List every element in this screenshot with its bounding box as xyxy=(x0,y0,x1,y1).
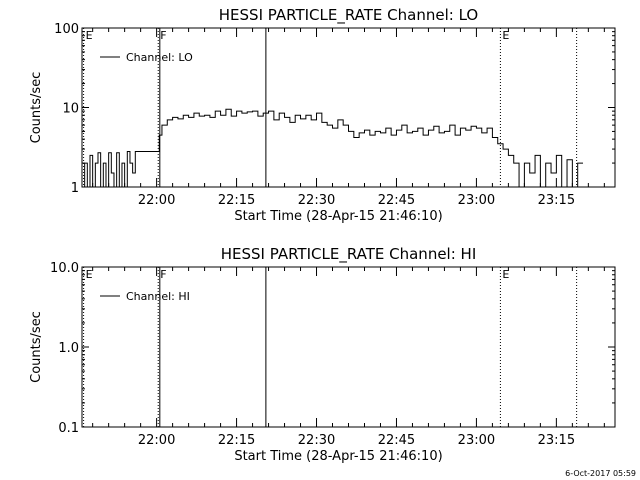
y-tick-label: 0.1 xyxy=(58,421,79,436)
chart-lo-channel: HESSI PARTICLE_RATE Channel: LO 1 10 100 22:… xyxy=(29,6,616,224)
y-tick-label: 100 xyxy=(54,22,79,37)
legend-label: Channel: HI xyxy=(126,290,190,303)
y-tick-label: 10.0 xyxy=(50,261,79,276)
x-tick-label: 23:15 xyxy=(538,193,575,208)
event-marker-label: E xyxy=(86,29,93,42)
chart-title: HESSI PARTICLE_RATE Channel: LO xyxy=(219,6,478,25)
x-tick-label: 22:15 xyxy=(218,193,255,208)
x-tick-label: 22:15 xyxy=(218,433,255,448)
x-tick-label: 22:00 xyxy=(138,193,175,208)
series-line xyxy=(82,108,584,187)
event-marker-label: F xyxy=(160,268,166,281)
x-tick-label: 23:00 xyxy=(458,433,495,448)
x-tick-label: 22:00 xyxy=(138,433,175,448)
y-tick-label: 1.0 xyxy=(58,341,79,356)
timestamp: 6-Oct-2017 05:59 xyxy=(565,469,636,478)
x-tick-label: 23:15 xyxy=(538,433,575,448)
event-marker-label: E xyxy=(86,268,93,281)
y-axis-label: Counts/sec xyxy=(29,72,44,144)
event-marker-label: E xyxy=(502,268,509,281)
y-tick-label: 10 xyxy=(62,102,79,117)
x-tick-label: 22:30 xyxy=(298,433,335,448)
x-tick-label: 22:45 xyxy=(378,193,415,208)
x-tick-label: 22:30 xyxy=(298,193,335,208)
x-axis-label: Start Time (28-Apr-15 21:46:10) xyxy=(234,209,442,224)
y-tick-label: 1 xyxy=(71,181,79,196)
event-marker-label: F xyxy=(160,29,166,42)
y-axis-label: Counts/sec xyxy=(29,311,44,383)
x-tick-label: 23:00 xyxy=(458,193,495,208)
event-marker-label: E xyxy=(502,29,509,42)
chart-title: HESSI PARTICLE_RATE Channel: HI xyxy=(221,245,477,264)
x-axis-label: Start Time (28-Apr-15 21:46:10) xyxy=(234,449,442,464)
chart-hi-channel: HESSI PARTICLE_RATE Channel: HI 0.1 1.0 10.… xyxy=(29,245,616,464)
legend-label: Channel: LO xyxy=(126,51,193,64)
x-tick-label: 22:45 xyxy=(378,433,415,448)
